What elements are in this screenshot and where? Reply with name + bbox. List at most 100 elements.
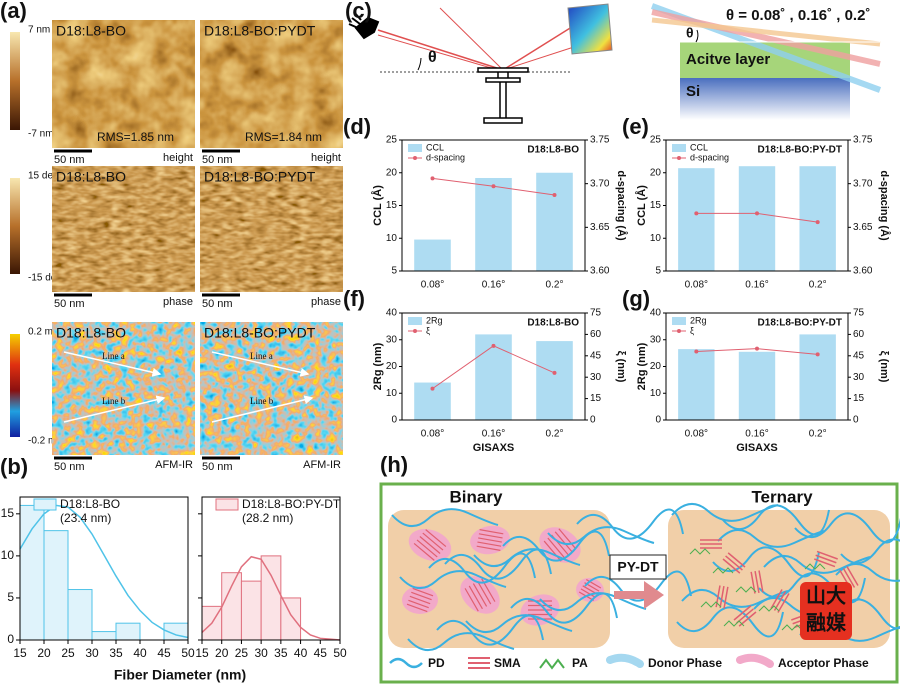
- legend-label: d-spacing: [690, 152, 729, 162]
- y-tick-label: 20: [386, 361, 398, 372]
- y-tick-label: 30: [650, 334, 662, 345]
- line-marker: [815, 220, 820, 225]
- sma-hatch: [558, 528, 577, 550]
- pa-chain: [758, 605, 780, 612]
- legend-label: Donor Phase: [648, 656, 722, 670]
- sma-stack: [770, 589, 790, 613]
- legend-label: ξ: [426, 325, 430, 335]
- sma-hatch: [413, 542, 435, 561]
- colorbar: [10, 334, 20, 437]
- bar: [678, 349, 715, 420]
- bar: [799, 166, 836, 271]
- x-tick-label: 0.08°: [685, 280, 708, 291]
- afm-image: [52, 166, 195, 292]
- x-tick-label: 0.16°: [482, 280, 505, 291]
- x-tick-label: 25: [235, 646, 249, 660]
- y-tick-label: 40: [386, 308, 398, 319]
- sma-hatch: [419, 536, 441, 554]
- sma-hatch: [477, 541, 502, 547]
- sma-hatch: [425, 529, 447, 548]
- mode-label: phase: [163, 296, 193, 308]
- sma-stack: [700, 539, 722, 549]
- legend-label: PA: [572, 656, 588, 670]
- pd-chain: [444, 548, 552, 580]
- scale-label: 50 nm: [202, 461, 233, 473]
- legend-label: CCL: [426, 142, 444, 152]
- y-tick-label: 0: [655, 415, 661, 426]
- chart-title: D18:L8-BO:PY-DT: [758, 145, 842, 156]
- colorbar: [10, 32, 20, 130]
- y-axis-label: 2Rg (nm): [636, 342, 648, 390]
- additive-label: PY-DT: [617, 559, 659, 575]
- legend-note: (28.2 nm): [242, 511, 293, 525]
- y2-tick-label: 3.60: [853, 266, 873, 277]
- scale-label: 50 nm: [54, 461, 85, 473]
- pd-chain: [391, 508, 499, 527]
- panel-label: (a): [0, 0, 27, 23]
- plot-frame: [201, 496, 341, 641]
- line-label: Line b: [250, 396, 274, 406]
- grazing-schematic: [650, 3, 882, 120]
- fit-curve: [19, 504, 189, 639]
- pd-chain: [681, 589, 789, 608]
- line-label: Line b: [102, 396, 126, 406]
- sma-hatch: [476, 545, 501, 551]
- chart-title: D18:L8-BO:PY-DT: [758, 318, 842, 329]
- angle-label: θ: [686, 25, 694, 41]
- watermark: 山大: [806, 584, 846, 607]
- chart-title: D18:L8-BO: [527, 145, 579, 156]
- x-axis-label: GISAXS: [473, 442, 515, 454]
- y2-tick-label: 3.70: [590, 178, 610, 189]
- colorbar-label: -7 nm: [28, 129, 54, 140]
- pd-chain: [763, 555, 871, 574]
- legend-swatch: [672, 317, 686, 325]
- colorbar-label: 15 deg: [28, 171, 59, 182]
- x-axis-label: GISAXS: [736, 442, 778, 454]
- pd-chain: [584, 570, 692, 602]
- sma-hatch: [586, 579, 602, 589]
- panel-label: (g): [622, 286, 650, 311]
- y2-tick-label: 3.65: [590, 222, 610, 233]
- y-tick-label: 40: [650, 308, 662, 319]
- mode-label: height: [311, 152, 341, 164]
- legend-marker: [677, 156, 681, 160]
- histogram-bar: [67, 589, 93, 641]
- legend-label: Acceptor Phase: [778, 656, 869, 670]
- y2-tick-label: 15: [853, 393, 865, 404]
- pa-chain: [735, 586, 757, 593]
- pa-chain: [723, 620, 745, 627]
- sma-hatch: [478, 537, 502, 543]
- pd-chain: [428, 552, 536, 584]
- x-tick-label: 0.08°: [685, 429, 708, 440]
- legend-label: 2Rg: [426, 315, 443, 325]
- morphology-schematic: [379, 482, 900, 684]
- x-tick-label: 25: [61, 646, 75, 660]
- chart-title: D18:L8-BO: [527, 318, 579, 329]
- pd-chain: [510, 592, 618, 624]
- legend-label: ξ: [690, 325, 694, 335]
- histogram-bar: [240, 580, 262, 641]
- legend-marker: [677, 329, 681, 333]
- sample-label: D18:L8-BO: [56, 325, 126, 341]
- x-tick-label: 15: [13, 646, 27, 660]
- y2-axis-label: d-spacing (Å): [615, 170, 628, 241]
- y2-tick-label: 75: [853, 308, 865, 319]
- sma-hatch: [554, 531, 573, 553]
- sma-hatch: [547, 537, 566, 559]
- sma-hatch: [478, 533, 503, 539]
- y2-tick-label: 0: [853, 415, 859, 426]
- y2-axis-label: ξ (nm): [878, 351, 890, 383]
- histogram-bar: [221, 572, 242, 641]
- bar: [475, 334, 512, 420]
- y-axis-label: CCL (Å): [371, 185, 384, 226]
- x-tick-label: 30: [85, 646, 99, 660]
- sma-hatch: [406, 603, 428, 613]
- histogram-bar: [43, 530, 69, 641]
- x-tick-label: 0.08°: [421, 429, 444, 440]
- pd-chain: [502, 530, 610, 562]
- fit-curve: [201, 555, 341, 641]
- scale-label: 50 nm: [202, 154, 233, 166]
- bar: [799, 334, 836, 420]
- watermark: 融媒: [806, 611, 847, 634]
